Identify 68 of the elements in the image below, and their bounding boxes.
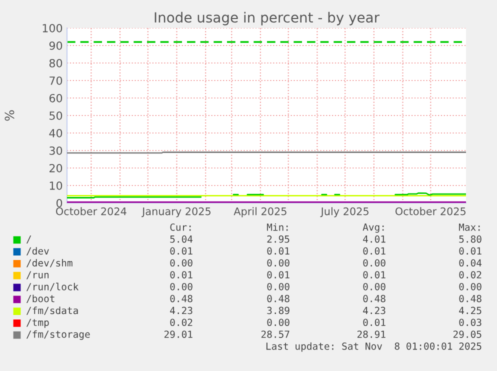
text: 0.03 — [459, 318, 482, 326]
text: 0.01 — [170, 271, 192, 278]
text: 5.04 — [170, 235, 193, 243]
text: 0.01 — [459, 247, 482, 255]
text: 4.01 — [363, 235, 386, 243]
legend-label: /tmp — [26, 318, 49, 328]
legend-label: /run — [26, 271, 49, 280]
text: 0.01 — [363, 318, 386, 326]
text: 0.00 — [267, 318, 290, 326]
text: 0.01 — [363, 271, 386, 278]
text: 0.48 — [363, 294, 386, 302]
y-tick-label: 70 — [50, 76, 62, 85]
text: Max: — [458, 224, 480, 231]
y-tick-label: 40 — [49, 128, 62, 138]
text: 4.25 — [459, 306, 482, 314]
y-tick-label: 90 — [49, 41, 62, 50]
text: Min: — [266, 223, 288, 231]
text: 5.80 — [459, 235, 482, 243]
text: 0.01 — [267, 247, 290, 255]
x-tick-label: October 2024 — [56, 207, 126, 216]
text: 29.05 — [453, 330, 482, 338]
x-tick-label: January 2025 — [142, 207, 210, 218]
legend-label: /fm/sdata — [26, 306, 78, 315]
text: Last update: Sat Nov 8 01:00:01 2025 — [266, 342, 482, 352]
y-tick-label: 20 — [50, 164, 62, 172]
y-tick-label: 100 — [42, 24, 62, 32]
text: 4.23 — [170, 306, 192, 314]
text: Avg: — [362, 224, 384, 233]
text: 0.00 — [459, 282, 482, 290]
text: 4.23 — [363, 306, 386, 314]
legend-label: /fm/storage — [26, 330, 90, 340]
legend-label: /dev — [26, 247, 49, 256]
chart-title: Inode usage in percent - by year — [154, 12, 380, 26]
text: 29.01 — [164, 330, 192, 338]
y-tick-label: 10 — [50, 181, 62, 190]
text: 0.48 — [459, 294, 482, 302]
x-tick-label: October 2025 — [395, 207, 466, 216]
text: 2.95 — [267, 235, 290, 243]
y-tick-label: 0 — [56, 198, 62, 208]
x-tick-label: April 2025 — [234, 207, 286, 218]
x-tick-label: July 2025 — [320, 207, 368, 218]
legend-label: /boot — [26, 294, 54, 304]
text: 0.01 — [267, 271, 290, 278]
legend-label: /run/lock — [26, 282, 79, 292]
text: 3.89 — [267, 306, 290, 314]
text: 0.02 — [170, 318, 192, 326]
text: 0.00 — [363, 259, 386, 267]
y-tick-label: 60 — [49, 94, 62, 102]
text: 0.48 — [170, 294, 192, 302]
y-tick-label: 30 — [50, 146, 62, 155]
text: 0.00 — [170, 259, 192, 267]
y-tick-label: 80 — [49, 58, 62, 68]
text: 0.01 — [170, 247, 192, 255]
text: 28.57 — [261, 330, 290, 338]
text: Cur: — [170, 223, 191, 231]
y-axis-title: % — [4, 110, 14, 121]
text: 0.48 — [267, 294, 290, 302]
text: 0.01 — [363, 247, 386, 255]
text: 28.91 — [357, 330, 386, 338]
text: 0.00 — [363, 282, 386, 290]
legend-label: / — [26, 236, 32, 244]
text: 0.02 — [459, 271, 482, 278]
text: 0.00 — [170, 282, 192, 290]
y-tick-label: 50 — [50, 111, 62, 120]
text: 0.00 — [267, 282, 290, 290]
text: 0.00 — [267, 259, 290, 267]
text: 0.04 — [459, 259, 482, 267]
legend-label: /dev/shm — [26, 259, 72, 268]
